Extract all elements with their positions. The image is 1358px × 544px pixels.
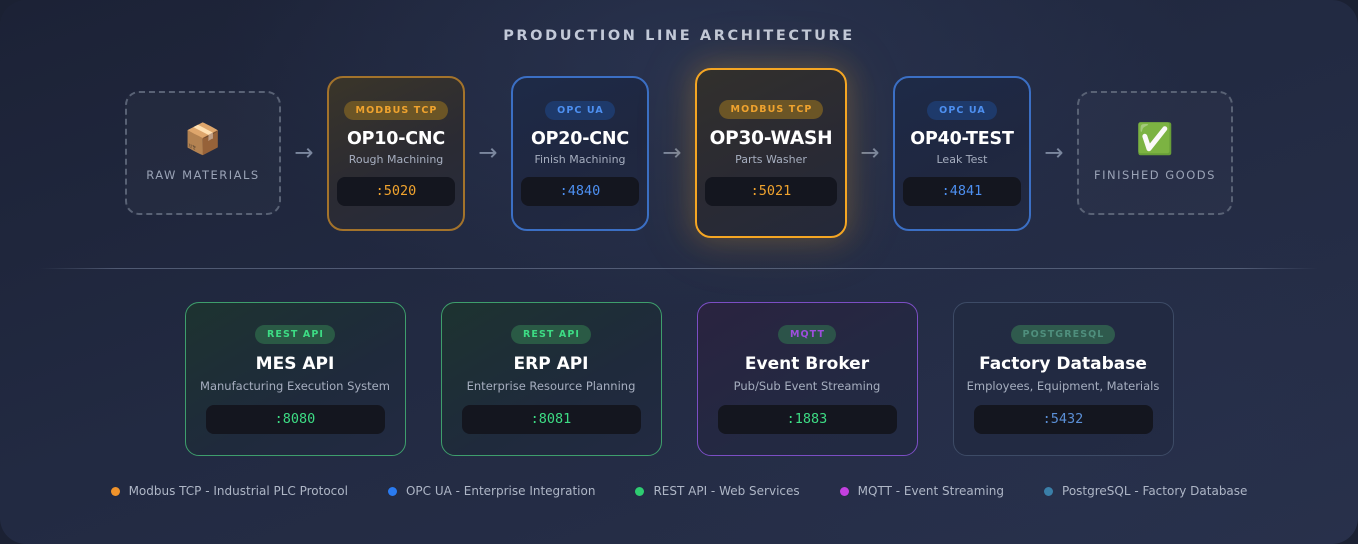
- legend-dot-icon: [387, 486, 397, 496]
- flow-end-label: FINISHED GOODS: [1094, 167, 1216, 182]
- service-port: :1883: [717, 404, 897, 434]
- flow-arrow-icon: →: [294, 139, 314, 166]
- service-description: Enterprise Resource Planning: [466, 378, 636, 393]
- legend-label: REST API - Web Services: [653, 484, 800, 498]
- stage-description: Parts Washer: [735, 153, 807, 166]
- stage-name: OP30-WASH: [709, 128, 833, 149]
- stage-protocol-badge: MODBUS TCP: [343, 100, 449, 120]
- service-protocol-badge: REST API: [510, 324, 592, 344]
- service-port: :5432: [973, 404, 1153, 434]
- stage-card-op40-test[interactable]: OPC UA OP40-TEST Leak Test :4841: [893, 75, 1031, 231]
- flow-start-raw-materials: 📦 RAW MATERIALS: [125, 91, 281, 215]
- service-name: Event Broker: [744, 353, 870, 374]
- legend-item-modbus: Modbus TCP - Industrial PLC Protocol: [110, 484, 348, 498]
- flow-start-label: RAW MATERIALS: [146, 167, 260, 182]
- legend-item-opcua: OPC UA - Enterprise Integration: [387, 484, 596, 498]
- stage-port: :4840: [521, 176, 639, 206]
- service-name: Factory Database: [979, 353, 1147, 374]
- stage-protocol-badge: OPC UA: [927, 100, 997, 120]
- legend-item-postgresql: PostgreSQL - Factory Database: [1044, 484, 1247, 498]
- service-description: Manufacturing Execution System: [200, 378, 390, 393]
- legend-dot-icon: [635, 486, 645, 496]
- stage-protocol-badge: MODBUS TCP: [718, 100, 824, 119]
- stage-port: :5021: [705, 177, 837, 206]
- service-port: :8081: [461, 404, 641, 434]
- stage-protocol-badge: OPC UA: [545, 100, 615, 120]
- stage-name: OP20-CNC: [530, 128, 630, 149]
- legend-label: MQTT - Event Streaming: [857, 484, 1005, 498]
- flow-arrow-icon: →: [860, 139, 880, 166]
- service-card-mes-api[interactable]: REST API MES API Manufacturing Execution…: [184, 302, 406, 456]
- production-flow-row: 📦 RAW MATERIALS → MODBUS TCP OP10-CNC Ro…: [0, 63, 1358, 243]
- services-row: REST API MES API Manufacturing Execution…: [0, 302, 1358, 456]
- legend-dot-icon: [110, 486, 120, 496]
- stage-name: OP40-TEST: [910, 128, 1014, 149]
- service-name: ERP API: [513, 353, 589, 374]
- stage-name: OP10-CNC: [346, 128, 446, 149]
- service-card-erp-api[interactable]: REST API ERP API Enterprise Resource Pla…: [440, 302, 662, 456]
- package-box-icon: 📦: [184, 121, 222, 157]
- section-divider: [40, 268, 1318, 269]
- service-description: Pub/Sub Event Streaming: [733, 378, 881, 393]
- service-protocol-badge: REST API: [254, 324, 336, 344]
- page-title: PRODUCTION LINE ARCHITECTURE: [503, 28, 855, 44]
- service-name: MES API: [255, 353, 335, 374]
- service-card-event-broker[interactable]: MQTT Event Broker Pub/Sub Event Streamin…: [696, 302, 918, 456]
- legend-label: OPC UA - Enterprise Integration: [405, 484, 596, 498]
- stage-port: :4841: [903, 176, 1021, 206]
- flow-arrow-icon: →: [1044, 139, 1064, 166]
- stage-description: Leak Test: [936, 152, 988, 166]
- service-card-factory-database[interactable]: POSTGRESQL Factory Database Employees, E…: [952, 302, 1174, 456]
- legend-dot-icon: [1044, 486, 1054, 496]
- service-port: :8080: [205, 404, 385, 434]
- service-description: Employees, Equipment, Materials: [966, 378, 1160, 393]
- legend-label: Modbus TCP - Industrial PLC Protocol: [128, 484, 348, 498]
- legend-item-mqtt: MQTT - Event Streaming: [839, 484, 1005, 498]
- stage-card-op20-cnc[interactable]: OPC UA OP20-CNC Finish Machining :4840: [511, 75, 649, 231]
- stage-port: :5020: [337, 176, 455, 206]
- stage-card-op10-cnc[interactable]: MODBUS TCP OP10-CNC Rough Machining :502…: [327, 75, 465, 231]
- service-protocol-badge: MQTT: [777, 324, 837, 344]
- service-protocol-badge: POSTGRESQL: [1010, 324, 1116, 344]
- legend-dot-icon: [839, 486, 849, 496]
- legend-item-rest: REST API - Web Services: [635, 484, 800, 498]
- flow-end-finished-goods: ✅ FINISHED GOODS: [1077, 91, 1233, 215]
- flow-arrow-icon: →: [478, 139, 498, 166]
- stage-description: Finish Machining: [534, 152, 626, 166]
- flow-arrow-icon: →: [662, 139, 682, 166]
- stage-description: Rough Machining: [348, 152, 444, 166]
- check-mark-icon: ✅: [1136, 121, 1174, 157]
- legend-label: PostgreSQL - Factory Database: [1062, 484, 1248, 498]
- stage-card-op30-wash[interactable]: MODBUS TCP OP30-WASH Parts Washer :5021: [695, 68, 847, 238]
- protocol-legend: Modbus TCP - Industrial PLC Protocol OPC…: [0, 484, 1358, 498]
